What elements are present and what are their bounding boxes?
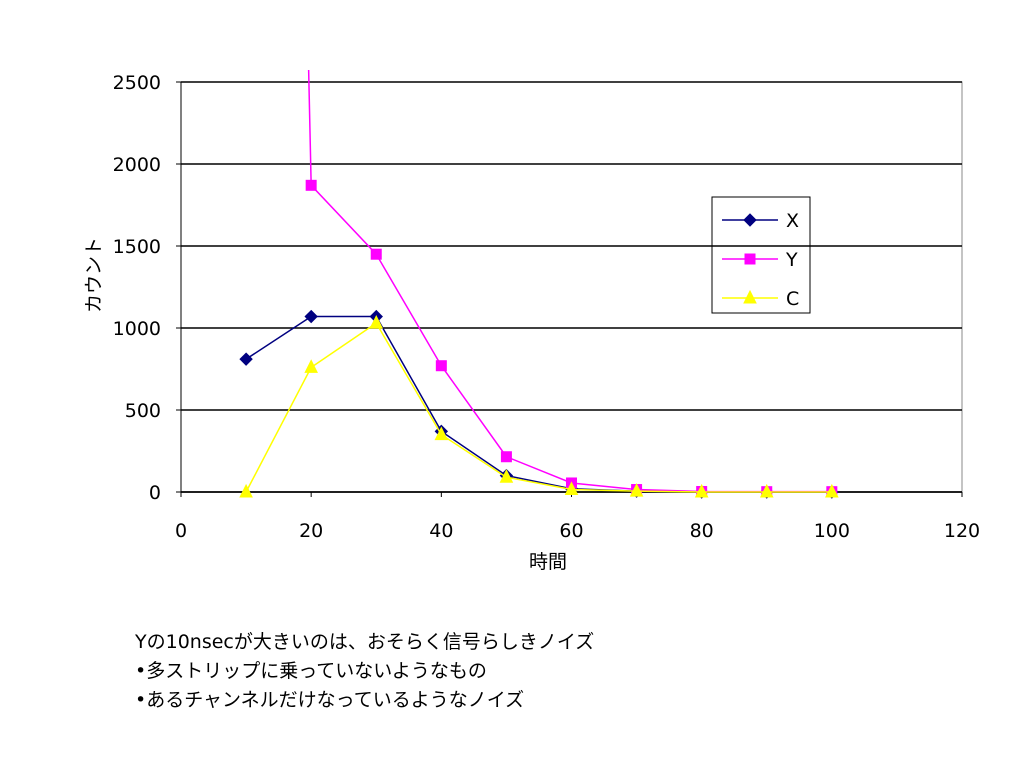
y-tick-label: 2500 (113, 72, 161, 94)
y-tick-label: 0 (149, 482, 161, 504)
plot-frame (180, 81, 963, 493)
marker (305, 179, 317, 191)
y-tick-label: 2000 (113, 154, 161, 176)
marker (694, 483, 709, 498)
marker (369, 314, 384, 329)
marker (499, 469, 514, 483)
series-line (245, 322, 832, 493)
marker (370, 248, 382, 260)
marker (564, 481, 579, 496)
note: •多ストリップに乗っていないようなもの (135, 660, 487, 682)
x-tick-label: 0 (175, 520, 187, 542)
x-axis-label: 時間 (529, 551, 567, 573)
notes: Yの10nsecが大きいのは、おそらく信号らしきノイズ •多ストリップに乗ってい… (135, 628, 594, 715)
chart: 時間 カウント 0 500 1000 1500 2000 2500 0 20 40 60 80 100… (83, 70, 980, 573)
marker (743, 289, 757, 304)
legend-label: Y (785, 249, 798, 271)
x-tick-label: 100 (814, 520, 850, 542)
marker (434, 426, 449, 441)
legend-label: C (786, 288, 799, 310)
marker (304, 359, 318, 373)
series-layer (239, 70, 839, 499)
note: Yの10nsecが大きいのは、おそらく信号らしきノイズ (135, 631, 595, 653)
marker (500, 451, 512, 463)
x-tick-label: 80 (690, 520, 714, 542)
note: •あるチャンネルだけなっているようなノイズ (135, 689, 525, 711)
x-tick-label: 60 (559, 520, 583, 542)
marker (239, 483, 253, 498)
marker (304, 309, 318, 324)
series-line (245, 315, 832, 493)
legend-box (711, 196, 811, 314)
x-tick-label: 40 (429, 520, 453, 542)
marker (744, 253, 756, 265)
y-tick-label: 500 (125, 400, 161, 422)
marker (759, 483, 774, 498)
y-tick-label: 1500 (113, 236, 161, 258)
x-tick-label: 120 (944, 520, 980, 542)
marker (239, 352, 253, 366)
y-axis-label: カウント (83, 237, 105, 313)
marker (435, 360, 447, 372)
x-tick-label: 20 (299, 520, 323, 542)
marker (629, 483, 644, 497)
y-tick-label: 1000 (113, 318, 161, 340)
legend-label: X (786, 210, 799, 232)
marker (825, 483, 839, 498)
marker (743, 213, 757, 227)
